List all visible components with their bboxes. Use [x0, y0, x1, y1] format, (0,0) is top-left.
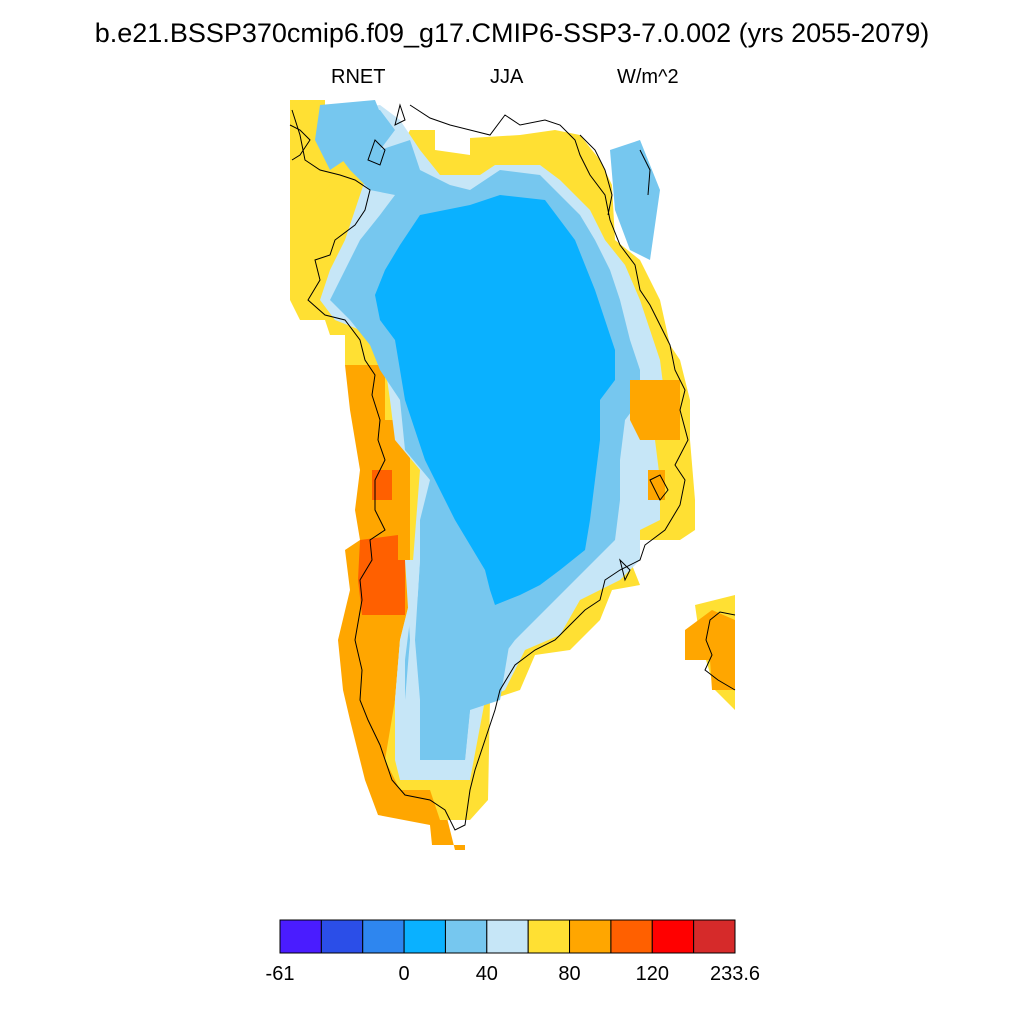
field-nw-blue	[315, 100, 385, 170]
colorbar-box	[279, 919, 322, 954]
colorbar-box	[569, 919, 612, 954]
coastline-nw-islands	[289, 103, 406, 166]
field-coast-high-2	[372, 470, 392, 500]
field-ne-blue	[610, 140, 660, 260]
greenland-field	[290, 100, 735, 850]
center-string-season: JJA	[490, 66, 524, 88]
left-string-variable: RNET	[331, 66, 386, 88]
colorbar-box	[444, 919, 488, 954]
colorbar-label: 0	[399, 963, 410, 985]
colorbar-box	[610, 919, 653, 954]
colorbar-label: 233.6	[710, 963, 760, 985]
field-east-orange-2	[648, 470, 665, 500]
colorbar-box	[486, 919, 529, 954]
coastline-east-fjords	[619, 474, 669, 582]
coastline-west	[291, 104, 689, 831]
colorbar-boxes	[279, 919, 736, 954]
colorbar-label: 120	[636, 963, 669, 985]
field-nw-yellow	[290, 150, 330, 210]
field-west-strip	[415, 545, 510, 760]
colorbar-box	[362, 919, 405, 954]
colorbar-box	[693, 919, 736, 954]
colorbar-label: 40	[476, 963, 498, 985]
coastline	[289, 103, 736, 831]
colorbar-label: -61	[266, 963, 295, 985]
colorbar-box	[651, 919, 695, 954]
field-ice-interior	[375, 195, 615, 605]
field-east-orange	[630, 380, 680, 440]
colorbar-box	[403, 919, 446, 954]
coastline-ne	[579, 134, 651, 216]
field-west-edge-strip	[405, 560, 420, 760]
right-string-units: W/m^2	[617, 66, 679, 88]
plot-title: b.e21.BSSP370cmip6.f09_g17.CMIP6-SSP3-7.…	[94, 18, 930, 48]
colorbar-box	[320, 919, 364, 954]
field-coast-high-1	[358, 535, 405, 615]
colorbar-labels: -61 0 40 80 120 233.6	[266, 963, 760, 985]
colorbar-label: 80	[558, 963, 580, 985]
colorbar-box	[527, 919, 571, 954]
coastline-iceland	[704, 611, 736, 691]
